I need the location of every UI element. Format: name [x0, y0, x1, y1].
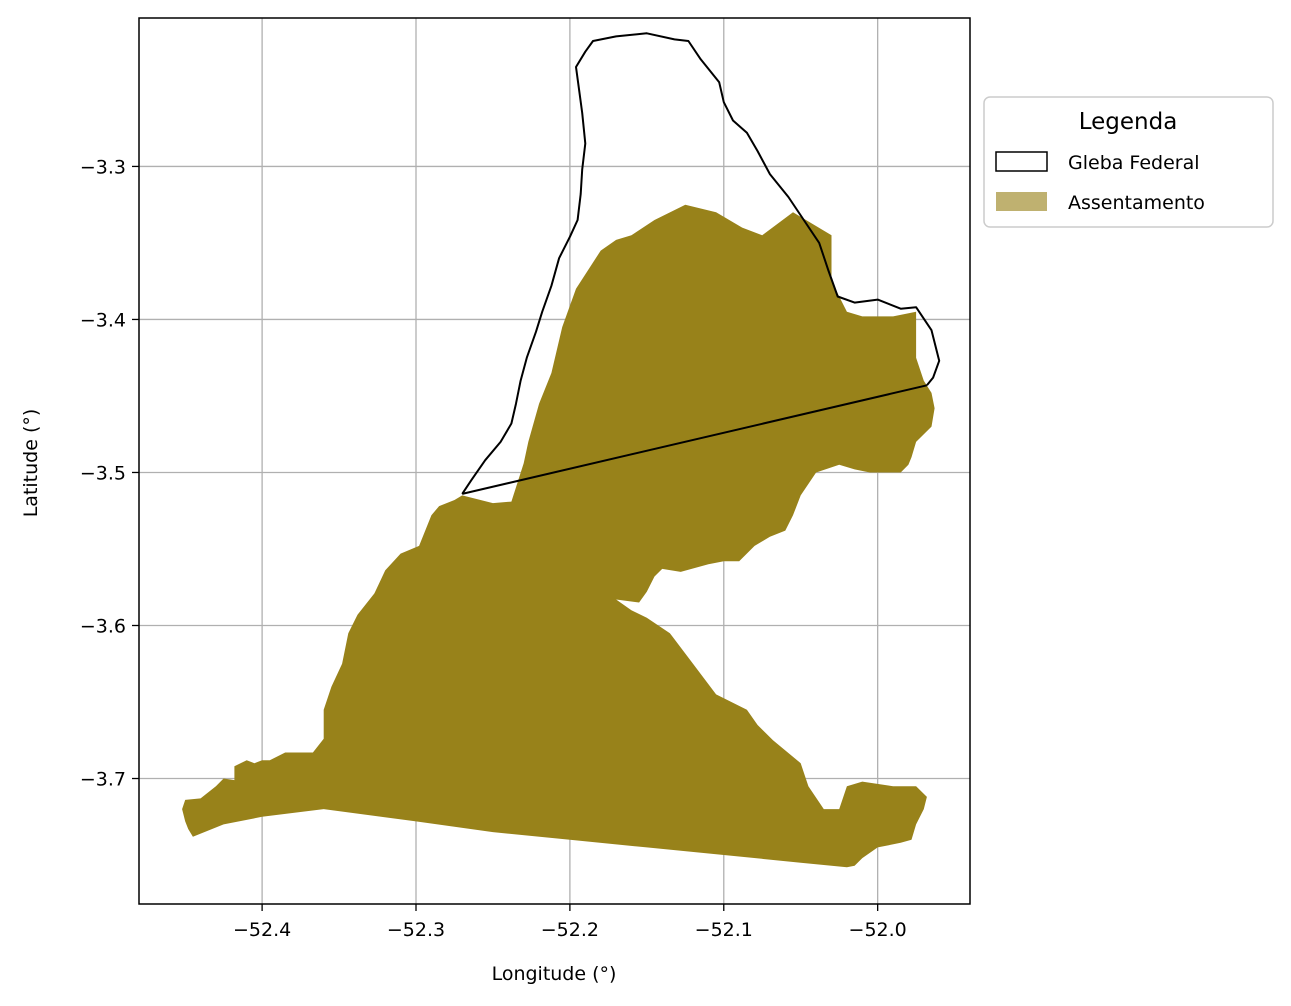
y-tick-label-1: −3.4: [80, 309, 126, 331]
x-tick-label-2: −52.2: [541, 919, 599, 941]
y-axis-ticks: −3.3 −3.4 −3.5 −3.6 −3.7: [80, 156, 139, 791]
map-layers: [182, 32, 941, 868]
y-tick-label-4: −3.7: [80, 769, 126, 791]
plot-area: −52.4 −52.3 −52.2 −52.1 −52.0 −3.3−3.4−3.5−3…: [80, 17, 971, 941]
assentamento-area: [182, 204, 935, 868]
legend-swatch-gleba-federal: [995, 151, 1048, 172]
legend-label-assentamento: Assentamento: [1068, 192, 1205, 214]
legend-box: [983, 96, 1274, 228]
y-tick-label-0: −3.3: [80, 156, 126, 178]
x-tick-label-4: −52.0: [849, 919, 907, 941]
x-axis-ticks: −52.4 −52.3 −52.2 −52.1 −52.0: [233, 904, 907, 941]
gleba-federal-boundary: [461, 32, 941, 495]
x-tick-label-0: −52.4: [233, 919, 291, 941]
x-axis-title: Longitude (°): [492, 963, 617, 985]
gleba-federal-boundary-line: [461, 384, 928, 495]
x-tick-label-1: −52.3: [387, 919, 445, 941]
legend-label-gleba-federal: Gleba Federal: [1068, 152, 1200, 174]
plot-frame: [138, 17, 971, 905]
legend-title: Legenda: [1079, 109, 1178, 135]
legend-swatch-assentamento: [996, 192, 1047, 211]
y-tick-label-2: −3.5: [80, 462, 126, 484]
legend: Legenda Gleba Federal Assentamento: [983, 96, 1274, 228]
x-tick-label-3: −52.1: [695, 919, 753, 941]
y-axis-title: Latitude (°): [20, 409, 42, 518]
y-tick-label-3: −3.6: [80, 615, 126, 637]
